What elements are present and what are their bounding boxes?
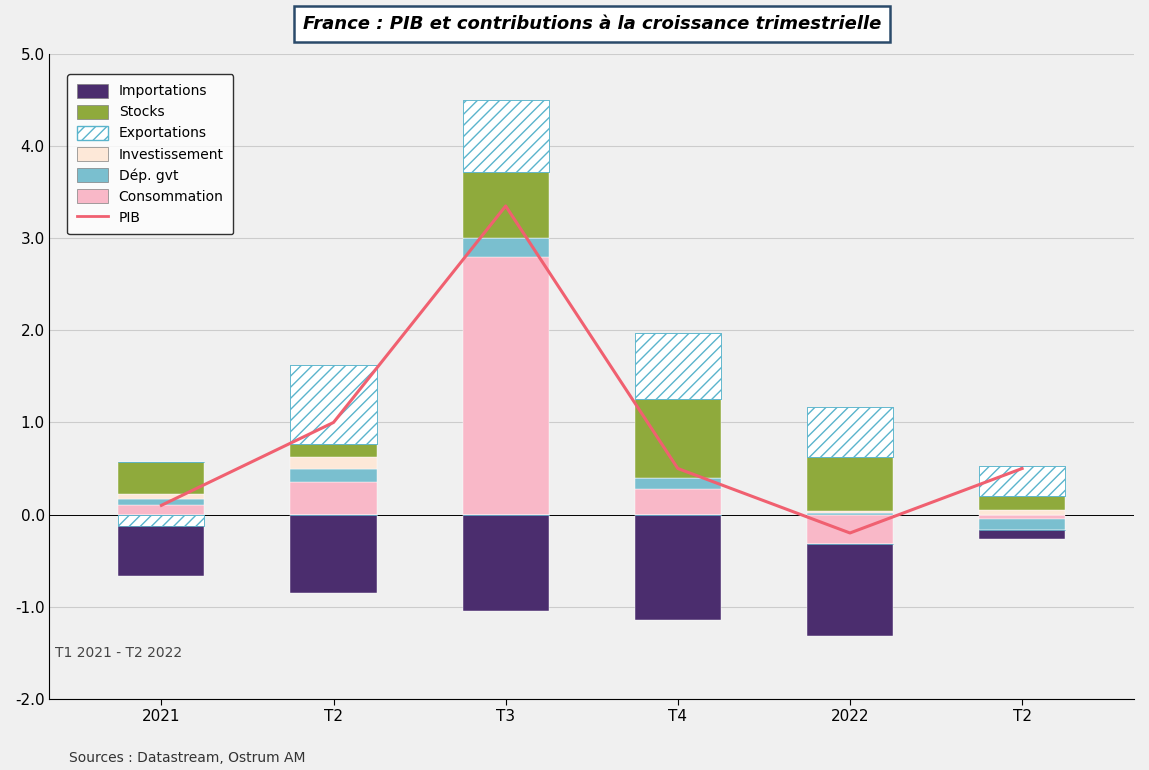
Legend: Importations, Stocks, Exportations, Investissement, Dép. gvt, Consommation, PIB: Importations, Stocks, Exportations, Inve… <box>68 74 233 234</box>
Bar <box>118 514 205 526</box>
Bar <box>118 499 205 505</box>
Bar <box>807 513 893 514</box>
Bar <box>291 365 377 444</box>
Bar <box>291 444 377 457</box>
Bar <box>291 482 377 514</box>
Bar <box>807 457 893 511</box>
Bar <box>118 494 205 499</box>
Bar <box>634 489 720 514</box>
Bar <box>118 526 205 576</box>
Bar <box>463 100 549 172</box>
Bar <box>807 544 893 636</box>
Bar <box>979 510 1065 514</box>
Bar <box>807 514 893 544</box>
Bar <box>291 468 377 482</box>
Bar <box>463 256 549 514</box>
Bar <box>634 400 720 477</box>
Bar <box>979 496 1065 510</box>
Bar <box>979 466 1065 496</box>
Text: Sources : Datastream, Ostrum AM: Sources : Datastream, Ostrum AM <box>69 752 306 765</box>
Bar <box>634 477 720 489</box>
Bar <box>291 457 377 468</box>
Bar <box>807 511 893 513</box>
Bar <box>634 333 720 400</box>
Bar <box>463 100 549 172</box>
Bar <box>634 514 720 621</box>
Text: T1 2021 - T2 2022: T1 2021 - T2 2022 <box>55 646 182 660</box>
Bar <box>118 505 205 514</box>
Bar <box>979 531 1065 540</box>
Bar <box>979 466 1065 496</box>
Bar <box>979 514 1065 519</box>
Title: France : PIB et contributions à la croissance trimestrielle: France : PIB et contributions à la crois… <box>302 15 881 33</box>
Bar <box>807 407 893 457</box>
Bar <box>118 462 205 494</box>
Bar <box>979 519 1065 531</box>
Bar <box>118 514 205 526</box>
Bar <box>807 407 893 457</box>
Bar <box>463 172 549 238</box>
Bar <box>463 238 549 256</box>
Bar <box>634 333 720 400</box>
Bar <box>291 514 377 593</box>
Bar <box>463 514 549 611</box>
Bar <box>291 365 377 444</box>
